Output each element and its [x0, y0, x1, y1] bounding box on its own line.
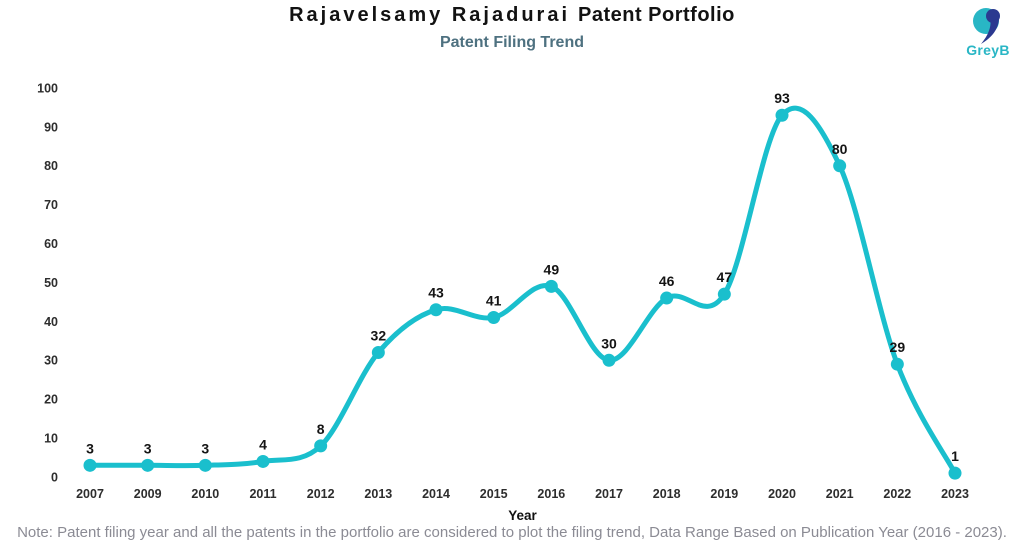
x-tick-label: 2016 [537, 487, 565, 501]
data-point-marker [256, 454, 270, 468]
data-point-label: 43 [428, 285, 444, 301]
data-point-marker [487, 311, 501, 325]
data-point-marker [371, 346, 385, 360]
data-point-marker [141, 458, 155, 472]
y-tick-label: 60 [44, 237, 58, 251]
data-point-label: 30 [601, 335, 617, 351]
data-point-marker [429, 303, 443, 317]
greyb-logo-text: GreyB [966, 42, 1010, 58]
title-person-name: Rajavelsamy Rajadurai [289, 4, 570, 26]
x-tick-label: 2007 [76, 487, 104, 501]
y-tick-label: 10 [44, 431, 58, 445]
data-point-label: 80 [832, 141, 848, 157]
data-point-label: 3 [201, 440, 209, 456]
data-point-marker [83, 458, 97, 472]
footer-note: Note: Patent filing year and all the pat… [17, 524, 1007, 541]
data-point-marker [833, 159, 847, 173]
x-tick-label: 2012 [307, 487, 335, 501]
data-point-label: 93 [774, 90, 790, 106]
x-tick-label: 2017 [595, 487, 623, 501]
data-point-marker [314, 439, 328, 453]
x-tick-label: 2009 [134, 487, 162, 501]
x-tick-label: 2018 [653, 487, 681, 501]
data-point-label: 49 [544, 261, 560, 277]
data-point-marker [544, 279, 558, 293]
data-point-label: 3 [86, 440, 94, 456]
x-tick-label: 2011 [249, 487, 276, 501]
y-tick-label: 0 [51, 470, 58, 484]
y-tick-label: 20 [44, 393, 58, 407]
data-point-marker [775, 108, 789, 122]
data-point-label: 3 [144, 440, 152, 456]
chart-subtitle: Patent Filing Trend [439, 34, 584, 51]
x-tick-label: 2023 [941, 487, 969, 501]
data-point-label: 47 [717, 269, 733, 285]
page-title: Rajavelsamy Rajadurai Patent Portfolio [0, 4, 1024, 27]
y-tick-label: 80 [44, 159, 58, 173]
x-axis-title: Year [508, 508, 537, 523]
x-tick-label: 2021 [826, 487, 854, 501]
data-point-marker [717, 287, 731, 301]
data-point-marker [890, 357, 904, 371]
y-tick-label: 30 [44, 354, 58, 368]
y-tick-label: 100 [37, 81, 58, 95]
x-tick-label: 2022 [883, 487, 911, 501]
y-tick-label: 50 [44, 276, 58, 290]
data-point-label: 4 [259, 436, 267, 452]
data-point-marker [198, 458, 212, 472]
data-point-marker [948, 466, 962, 480]
trend-line [87, 105, 958, 476]
data-point-marker [602, 353, 616, 367]
data-point-label: 1 [951, 448, 959, 464]
data-point-marker [660, 291, 674, 305]
chart-header: Rajavelsamy Rajadurai Patent Portfolio Pa… [0, 4, 1024, 52]
y-tick-label: 70 [44, 198, 58, 212]
x-tick-label: 2013 [364, 487, 392, 501]
x-tick-label: 2015 [480, 487, 508, 501]
patent-filing-chart: 0 10 20 30 40 50 60 70 80 90 100 2007 2009 2010 2011 20… [37, 81, 969, 523]
greyb-logo-icon [973, 8, 1000, 44]
greyb-logo: GreyB [960, 3, 1016, 58]
x-tick-label: 2019 [710, 487, 738, 501]
data-point-label: 8 [317, 421, 325, 437]
title-suffix: Patent Portfolio [578, 4, 735, 26]
data-point-label: 29 [890, 339, 906, 355]
data-point-label: 46 [659, 273, 675, 289]
x-tick-label: 2010 [191, 487, 219, 501]
y-tick-label: 40 [44, 315, 58, 329]
x-tick-label: 2020 [768, 487, 796, 501]
data-point-label: 32 [371, 328, 387, 344]
data-point-label: 41 [486, 293, 502, 309]
x-tick-label: 2014 [422, 487, 450, 501]
y-tick-label: 90 [44, 120, 58, 134]
